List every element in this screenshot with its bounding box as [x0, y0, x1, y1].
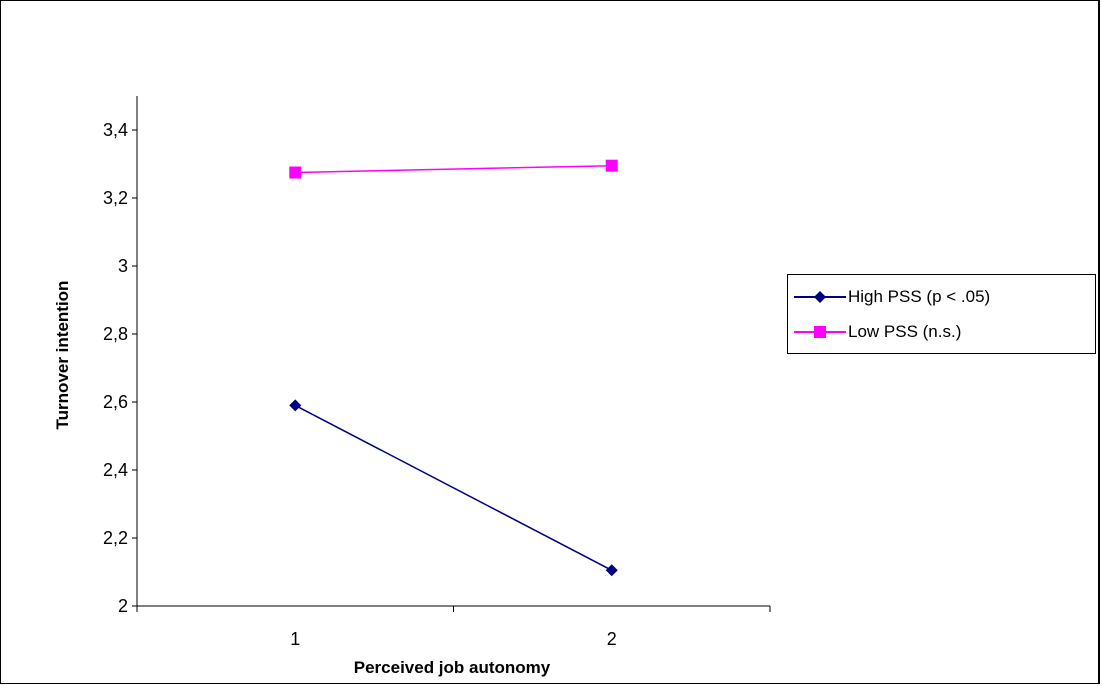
diamond-marker-icon: [794, 291, 846, 303]
legend-item-low-pss: Low PSS (n.s.): [788, 318, 1095, 346]
y-tick-label: 3,4: [103, 120, 128, 140]
legend-label-high-pss: High PSS (p < .05): [848, 287, 991, 306]
y-tick-label: 2,8: [103, 324, 128, 344]
legend-item-high-pss: High PSS (p < .05): [788, 283, 1095, 311]
data-point-high-pss: [605, 564, 618, 577]
square-marker-icon: [794, 326, 846, 338]
data-point-high-pss: [289, 399, 302, 412]
y-tick-label: 2,4: [103, 460, 128, 480]
data-point-low-pss: [605, 159, 618, 172]
legend-label-low-pss: Low PSS (n.s.): [848, 322, 962, 341]
x-tick-label: 2: [607, 629, 617, 649]
y-tick-label: 3,2: [103, 188, 128, 208]
series-line-high-pss: [294, 404, 613, 571]
series-line-low-pss: [295, 164, 612, 174]
x-tick-label: 1: [290, 629, 300, 649]
y-tick-label: 2: [118, 596, 128, 616]
chart-axes: [136, 96, 770, 607]
y-tick-label: 2,6: [103, 392, 128, 412]
y-tick-label: 2,2: [103, 528, 128, 548]
data-point-low-pss: [289, 166, 302, 179]
x-axis-title: Perceived job autonomy: [354, 658, 551, 677]
chart-series: [289, 159, 618, 577]
y-axis-ticks: 2 2,2 2,4 2,6 2,8 3 3,2 3,4: [103, 120, 137, 616]
chart-legend: High PSS (p < .05) Low PSS (n.s.): [787, 274, 1096, 354]
y-tick-label: 3: [118, 256, 128, 276]
y-axis-title: Turnover intention: [53, 281, 72, 430]
